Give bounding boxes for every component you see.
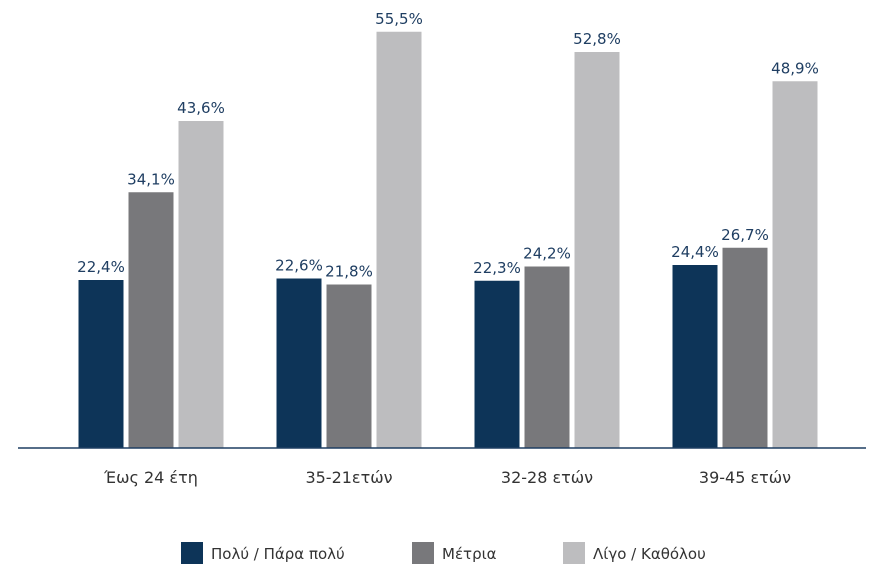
value-label: 24,2% [523, 245, 571, 263]
bar [672, 265, 718, 448]
value-label: 22,6% [275, 257, 323, 275]
legend-label: Πολύ / Πάρα πολύ [211, 545, 345, 563]
legend-swatch [412, 542, 434, 564]
value-label: 22,3% [473, 259, 521, 277]
value-label: 22,4% [77, 258, 125, 276]
value-label: 52,8% [573, 30, 621, 48]
bar [128, 192, 174, 448]
bar [722, 247, 768, 448]
value-label: 43,6% [177, 99, 225, 117]
x-tick-label: Έως 24 έτη [103, 468, 198, 487]
bar [574, 52, 620, 448]
legend-swatch [563, 542, 585, 564]
value-label: 21,8% [325, 263, 373, 281]
value-label: 34,1% [127, 170, 175, 188]
bar [276, 278, 322, 448]
legend-label: Μέτρια [442, 545, 497, 563]
bar [474, 280, 520, 448]
x-tick-label: 35-21ετών [305, 468, 392, 487]
value-label: 48,9% [771, 59, 819, 77]
x-tick-label: 32-28 ετών [501, 468, 593, 487]
bar [78, 280, 124, 448]
x-tick-label: 39-45 ετών [699, 468, 791, 487]
value-label: 24,4% [671, 243, 719, 261]
bar [376, 31, 422, 448]
bar [178, 121, 224, 448]
value-label: 26,7% [721, 226, 769, 244]
bar [524, 266, 570, 448]
legend-swatch [181, 542, 203, 564]
bar [326, 284, 372, 448]
bar [772, 81, 818, 448]
legend-label: Λίγο / Καθόλου [593, 545, 706, 563]
value-label: 55,5% [375, 10, 423, 28]
